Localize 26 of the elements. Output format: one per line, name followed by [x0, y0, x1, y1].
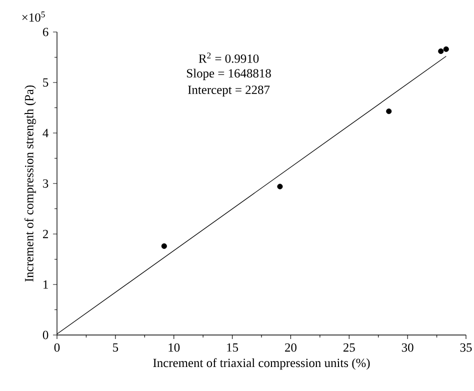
y-tick-label: 2 [42, 230, 48, 238]
point [277, 184, 283, 190]
x-tick-label: 0 [54, 343, 60, 352]
point [161, 243, 167, 249]
x-axis-title: Increment of triaxial compression units (%) [153, 358, 370, 370]
annotation: Slope = 1648818 [187, 68, 271, 80]
y-tick-label: 0 [42, 330, 48, 340]
x-tick-label: 20 [285, 343, 296, 352]
x-tick-label: 15 [227, 343, 238, 352]
annotation: Intercept = 2287 [188, 86, 270, 97]
annotation: R$^{2}$ = 0.9910 [198, 52, 259, 63]
point [438, 48, 444, 54]
point [386, 108, 392, 114]
x-tick-label: 35 [460, 343, 472, 352]
y-tick-label: 1 [44, 280, 48, 289]
y-tick-label: 4 [42, 128, 48, 138]
x-tick-label: 25 [343, 343, 355, 352]
x-tick-label: 5 [113, 343, 118, 352]
x-tick-label: 10 [168, 343, 180, 352]
y-tick-label: 3 [43, 179, 48, 188]
y-axis-title: Increment of compression strength (Pa) [24, 85, 36, 282]
y-tick-label: 6 [42, 28, 48, 36]
point [443, 46, 449, 52]
x-tick-label: 30 [402, 343, 414, 352]
text: ×10$^{5}$ [22, 12, 45, 22]
y-tick-label: 5 [43, 78, 48, 87]
